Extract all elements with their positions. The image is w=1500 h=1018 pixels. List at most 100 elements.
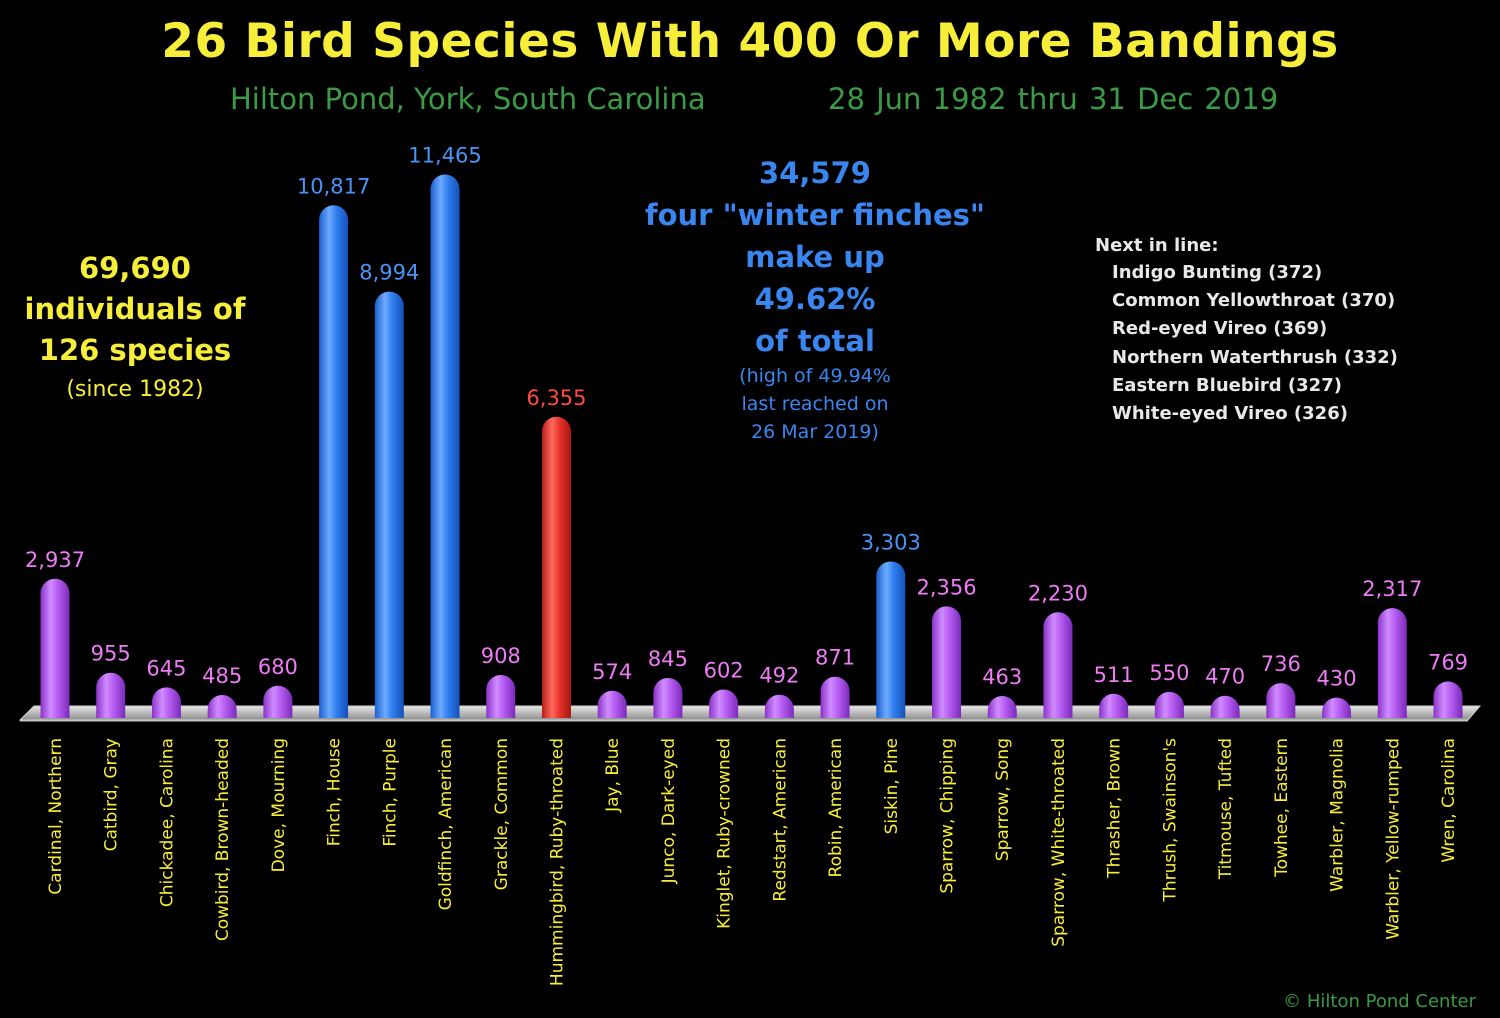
summary-total: 69,690 [79, 251, 191, 285]
category-label-sparrow-white-throated: Sparrow, White-throated [1049, 738, 1069, 947]
category-label-redstart-american: Redstart, American [770, 738, 790, 902]
category-label-sparrow-song: Sparrow, Song [993, 738, 1013, 861]
bar-warbler-yellow-rumped [1377, 608, 1407, 718]
finches-percent: 49.62% [754, 282, 876, 316]
bar-dove-mourning [263, 685, 293, 718]
bar-jay-blue [597, 690, 627, 718]
category-label-wren-carolina: Wren, Carolina [1439, 738, 1459, 863]
bar-cowbird-brown-headed [207, 695, 237, 718]
bar-titmouse-tufted [1210, 695, 1240, 718]
category-label-junco-dark-eyed: Junco, Dark-eyed [659, 738, 679, 884]
value-label-grackle-common: 908 [481, 644, 521, 668]
bar-junco-dark-eyed [653, 677, 683, 718]
finches-high-note: (high of 49.94% [739, 365, 891, 387]
bar-sparrow-chipping [932, 606, 962, 718]
category-label-finch-house: Finch, House [325, 738, 345, 846]
bar-towhee-eastern [1266, 683, 1296, 718]
category-label-cowbird-brown-headed: Cowbird, Brown-headed [213, 738, 233, 941]
next-in-line-item: Red-eyed Vireo (369) [1112, 318, 1328, 340]
category-label-cardinal-northern: Cardinal, Northern [46, 738, 66, 895]
finches-line: make up [745, 240, 885, 274]
bar-chickadee-carolina [151, 687, 181, 718]
category-label-warbler-yellow-rumped: Warbler, Yellow-rumped [1383, 738, 1403, 940]
bar-goldfinch-american [430, 174, 460, 718]
value-label-wren-carolina: 769 [1428, 651, 1468, 675]
value-label-dove-mourning: 680 [258, 655, 298, 679]
category-label-towhee-eastern: Towhee, Eastern [1272, 738, 1292, 878]
next-in-line-item: Common Yellowthroat (370) [1112, 290, 1396, 312]
value-label-kinglet-ruby-crowned: 602 [704, 658, 744, 682]
value-label-finch-house: 10,817 [297, 174, 370, 198]
summary-species: 126 species [38, 333, 232, 367]
category-label-goldfinch-american: Goldfinch, American [436, 738, 456, 910]
finches-high-note: 26 Mar 2019) [751, 421, 879, 443]
value-label-towhee-eastern: 736 [1261, 652, 1301, 676]
category-label-thrush-swainson-s: Thrush, Swainson's [1160, 738, 1180, 903]
category-label-thrasher-brown: Thrasher, Brown [1105, 738, 1125, 879]
bar-sparrow-white-throated [1043, 612, 1073, 718]
finches-line: four "winter finches" [644, 198, 985, 232]
next-in-line-item: Indigo Bunting (372) [1112, 262, 1323, 283]
total-summary-annotation: 69,690 individuals of 126 species (since… [10, 248, 260, 409]
category-label-jay-blue: Jay, Blue [603, 738, 623, 813]
category-label-warbler-magnolia: Warbler, Magnolia [1328, 738, 1348, 892]
bar-kinglet-ruby-crowned [709, 689, 739, 718]
value-label-sparrow-song: 463 [982, 665, 1022, 689]
bar-finch-purple [374, 291, 404, 718]
next-in-line-heading: Next in line: [1095, 235, 1219, 256]
location-subtitle: Hilton Pond, York, South Carolina [230, 82, 706, 116]
value-label-hummingbird-ruby-throated: 6,355 [526, 386, 586, 410]
category-label-robin-american: Robin, American [826, 738, 846, 877]
bar-finch-house [319, 205, 349, 719]
bar-cardinal-northern [40, 578, 70, 718]
category-label-siskin-pine: Siskin, Pine [882, 738, 902, 834]
value-label-thrush-swainson-s: 550 [1149, 661, 1189, 685]
bar-siskin-pine [876, 561, 906, 718]
value-label-titmouse-tufted: 470 [1205, 665, 1245, 689]
category-label-chickadee-carolina: Chickadee, Carolina [157, 738, 177, 907]
value-label-redstart-american: 492 [759, 664, 799, 688]
bar-redstart-american [764, 694, 794, 718]
value-label-cardinal-northern: 2,937 [25, 548, 85, 572]
category-label-finch-purple: Finch, Purple [380, 738, 400, 847]
bar-thrasher-brown [1099, 693, 1129, 718]
bar-sparrow-song [987, 696, 1017, 718]
value-label-robin-american: 871 [815, 646, 855, 670]
category-label-hummingbird-ruby-throated: Hummingbird, Ruby-throated [547, 738, 567, 986]
summary-line: individuals of [24, 292, 246, 326]
bar-thrush-swainson-s [1154, 691, 1184, 718]
next-in-line-item: Eastern Bluebird (327) [1112, 374, 1342, 396]
category-label-grackle-common: Grackle, Common [492, 738, 512, 890]
finches-total: 34,579 [759, 156, 871, 190]
finches-high-note: last reached on [741, 393, 889, 415]
value-label-finch-purple: 8,994 [359, 261, 419, 285]
finches-line: of total [755, 324, 875, 358]
value-label-sparrow-chipping: 2,356 [916, 575, 976, 599]
next-in-line-item: White-eyed Vireo (326) [1112, 403, 1348, 425]
category-label-titmouse-tufted: Titmouse, Tufted [1216, 738, 1236, 880]
next-in-line-list: Next in line: Indigo Bunting (372) Commo… [1095, 233, 1398, 428]
value-label-thrasher-brown: 511 [1094, 663, 1134, 687]
value-label-junco-dark-eyed: 845 [648, 647, 688, 671]
value-label-warbler-yellow-rumped: 2,317 [1362, 577, 1422, 601]
value-label-warbler-magnolia: 430 [1317, 667, 1357, 691]
category-label-catbird-gray: Catbird, Gray [102, 738, 122, 851]
date-range-subtitle: 28 Jun 1982 thru 31 Dec 2019 [828, 82, 1279, 116]
chart-title: 26 Bird Species With 400 Or More Banding… [161, 14, 1339, 69]
bar-wren-carolina [1433, 681, 1463, 718]
category-label-sparrow-chipping: Sparrow, Chipping [938, 738, 958, 894]
value-label-siskin-pine: 3,303 [861, 530, 921, 554]
value-label-catbird-gray: 955 [91, 642, 131, 666]
chart-floor [18, 705, 1482, 721]
next-in-line-item: Northern Waterthrush (332) [1112, 346, 1398, 368]
value-label-sparrow-white-throated: 2,230 [1028, 581, 1088, 605]
bar-warbler-magnolia [1322, 697, 1352, 718]
copyright-notice: © Hilton Pond Center [1283, 991, 1476, 1012]
summary-since: (since 1982) [66, 377, 204, 402]
value-label-goldfinch-american: 11,465 [408, 144, 481, 168]
value-label-cowbird-brown-headed: 485 [202, 664, 242, 688]
bar-robin-american [820, 676, 850, 718]
bar-grackle-common [486, 674, 516, 718]
bar-hummingbird-ruby-throated [541, 416, 571, 718]
